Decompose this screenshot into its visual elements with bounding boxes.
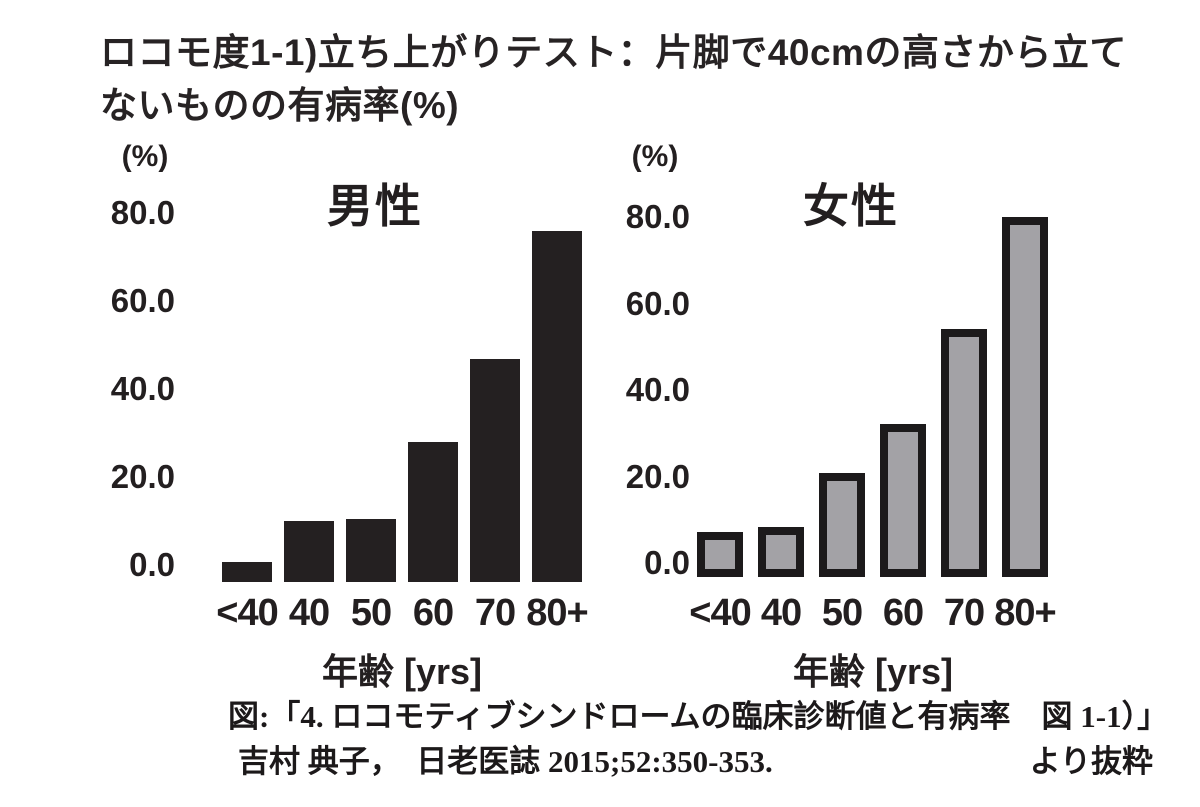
bar-female-<40 (697, 532, 743, 577)
female-chart-title: 女性 (803, 180, 899, 232)
female-percent-unit-label: (%) (631, 140, 679, 173)
female-x-tick-50: 50 (821, 592, 863, 634)
female-y-tick-40.0: 40.0 (625, 371, 690, 408)
chart-female: (%) 女性 80.0 60.0 40.0 20.0 0.0 <40 40 50 60 70 80+ 年齢… (600, 140, 1110, 700)
bar-male-70 (470, 359, 520, 582)
figure-caption: 図:「4. ロコモティブシンドロームの臨床診断値と有病率 図 1-1）」 吉村 … (228, 694, 1169, 784)
bar-female-70 (941, 329, 987, 577)
male-y-tick-40.0: 40.0 (110, 370, 175, 407)
male-x-tick-<40: <40 (216, 592, 278, 634)
male-chart-title: 男性 (327, 180, 423, 232)
female-x-tick-<40: <40 (689, 592, 751, 634)
caption-source-suffix: より抜粋 (1029, 744, 1153, 779)
female-y-tick-80.0: 80.0 (625, 198, 690, 235)
bar-female-50 (819, 473, 865, 577)
figure-title-line2: ないものの有病率(%) (100, 85, 460, 126)
bar-male-80+ (532, 231, 582, 582)
figure-title: ロコモ度1-1)立ち上がりテスト：片脚で40cmの高さから立て ないものの有病率… (100, 26, 1127, 132)
male-y-tick-0.0: 0.0 (129, 546, 175, 583)
bar-male-50 (346, 519, 396, 582)
male-y-tick-20.0: 20.0 (110, 458, 175, 495)
female-y-tick-0.0: 0.0 (644, 544, 690, 581)
female-y-tick-20.0: 20.0 (625, 457, 690, 495)
bar-female-80+ (1002, 217, 1048, 577)
female-y-tick-60.0: 60.0 (625, 284, 690, 322)
male-x-tick-40: 40 (288, 592, 330, 634)
male-y-tick-80.0: 80.0 (110, 194, 175, 231)
caption-line1: 図:「4. ロコモティブシンドロームの臨床診断値と有病率 図 1-1）」 (228, 699, 1169, 734)
female-x-axis-label: 年齢 [yrs] (792, 651, 954, 692)
bar-male-<40 (222, 562, 272, 582)
caption-citation: 吉村 典子， 日老医誌 2015;52:350-353. (238, 744, 773, 779)
bar-male-40 (284, 521, 334, 582)
female-x-tick-70: 70 (943, 592, 985, 634)
male-percent-unit-label: (%) (121, 140, 169, 173)
figure-title-line1: ロコモ度1-1)立ち上がりテスト：片脚で40cmの高さから立て (100, 32, 1127, 73)
male-x-tick-50: 50 (350, 592, 392, 634)
bar-female-40 (758, 527, 804, 577)
male-x-tick-60: 60 (412, 592, 454, 634)
male-x-tick-80+: 80+ (526, 592, 588, 634)
female-x-tick-80+: 80+ (994, 592, 1056, 634)
chart-male: (%) 男性 80.0 60.0 40.0 20.0 0.0 <40 40 50 60 70 80+ 年齢… (90, 140, 600, 700)
bar-female-60 (880, 424, 926, 577)
male-y-tick-60.0: 60.0 (110, 282, 175, 319)
female-x-tick-40: 40 (760, 592, 802, 634)
caption-line2: 吉村 典子， 日老医誌 2015;52:350-353. より抜粋 (228, 739, 1153, 784)
male-x-axis-label: 年齢 [yrs] (321, 651, 483, 692)
bar-male-60 (408, 442, 458, 582)
female-x-tick-60: 60 (882, 592, 924, 634)
male-x-tick-70: 70 (474, 592, 516, 634)
